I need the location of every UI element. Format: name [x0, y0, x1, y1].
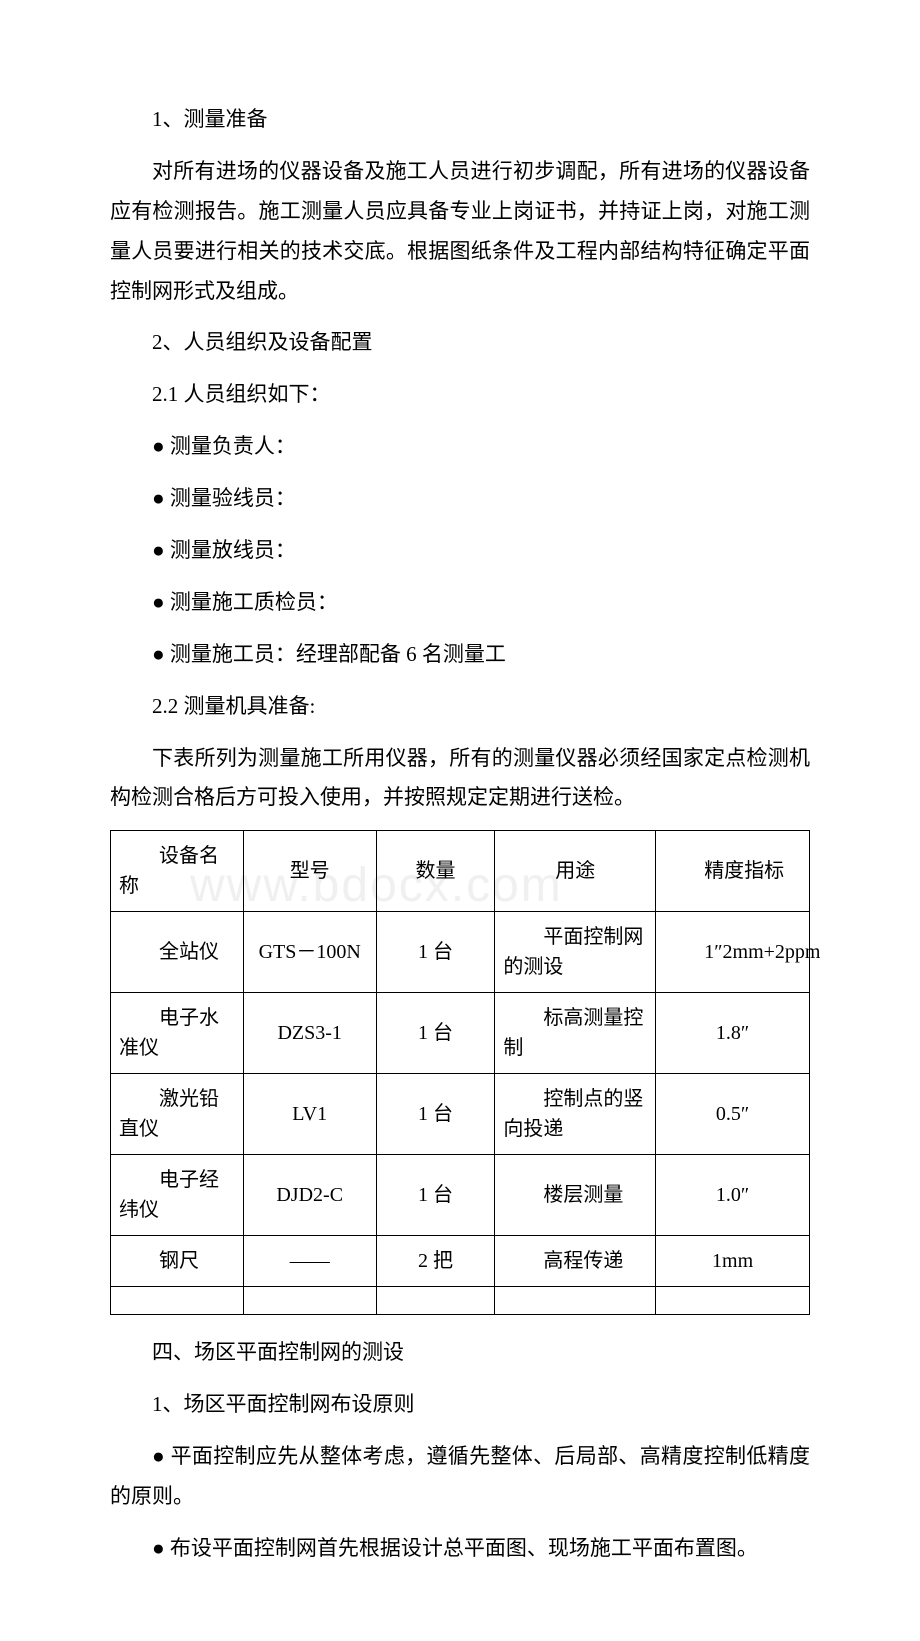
cell-name: 电子水准仪 — [111, 993, 244, 1074]
cell-use: 标高测量控制 — [495, 993, 656, 1074]
paragraph-1: 1、测量准备 — [110, 100, 810, 140]
empty-cell — [111, 1287, 244, 1315]
table-wrapper: www.bdocx.com 设备名称 型号 数量 用途 精度指标 全站仪 GTS… — [110, 830, 810, 1315]
document-page: 1、测量准备 对所有进场的仪器设备及施工人员进行初步调配，所有进场的仪器设备应有… — [110, 100, 810, 1569]
paragraph-10: 2.2 测量机具准备: — [110, 687, 810, 727]
equipment-table: 设备名称 型号 数量 用途 精度指标 全站仪 GTS－100N 1 台 平面控制… — [110, 830, 810, 1315]
paragraph-3: 2、人员组织及设备配置 — [110, 323, 810, 363]
empty-cell — [656, 1287, 810, 1315]
paragraph-4: 2.1 人员组织如下： — [110, 375, 810, 415]
th-model: 型号 — [243, 831, 376, 912]
table-row: 电子水准仪 DZS3-1 1 台 标高测量控制 1.8″ — [111, 993, 810, 1074]
cell-precision: 1mm — [656, 1236, 810, 1287]
table-empty-row — [111, 1287, 810, 1315]
cell-name: 全站仪 — [111, 912, 244, 993]
cell-qty: 1 台 — [376, 1074, 495, 1155]
paragraph-12: 四、场区平面控制网的测设 — [110, 1333, 810, 1373]
cell-name: 激光铅直仪 — [111, 1074, 244, 1155]
th-name: 设备名称 — [111, 831, 244, 912]
paragraph-15: ● 布设平面控制网首先根据设计总平面图、现场施工平面布置图。 — [110, 1529, 810, 1569]
cell-use: 平面控制网的测设 — [495, 912, 656, 993]
cell-precision: 1.8″ — [656, 993, 810, 1074]
cell-precision: 0.5″ — [656, 1074, 810, 1155]
cell-model: DJD2-C — [243, 1155, 376, 1236]
cell-use: 楼层测量 — [495, 1155, 656, 1236]
paragraph-9: ● 测量施工员：经理部配备 6 名测量工 — [110, 635, 810, 675]
table-row: 电子经纬仪 DJD2-C 1 台 楼层测量 1.0″ — [111, 1155, 810, 1236]
cell-name: 电子经纬仪 — [111, 1155, 244, 1236]
cell-qty: 1 台 — [376, 912, 495, 993]
table-row: 激光铅直仪 LV1 1 台 控制点的竖向投递 0.5″ — [111, 1074, 810, 1155]
cell-model: GTS－100N — [243, 912, 376, 993]
th-precision: 精度指标 — [656, 831, 810, 912]
paragraph-6: ● 测量验线员： — [110, 479, 810, 519]
paragraph-2: 对所有进场的仪器设备及施工人员进行初步调配，所有进场的仪器设备应有检测报告。施工… — [110, 152, 810, 312]
th-qty: 数量 — [376, 831, 495, 912]
cell-use: 控制点的竖向投递 — [495, 1074, 656, 1155]
cell-precision: 1″2mm+2ppm — [656, 912, 810, 993]
cell-model: LV1 — [243, 1074, 376, 1155]
paragraph-5: ● 测量负责人： — [110, 427, 810, 467]
table-row: 全站仪 GTS－100N 1 台 平面控制网的测设 1″2mm+2ppm — [111, 912, 810, 993]
cell-model: —— — [243, 1236, 376, 1287]
cell-qty: 2 把 — [376, 1236, 495, 1287]
empty-cell — [243, 1287, 376, 1315]
paragraph-14: ● 平面控制应先从整体考虑，遵循先整体、后局部、高精度控制低精度的原则。 — [110, 1437, 810, 1517]
th-use: 用途 — [495, 831, 656, 912]
cell-name: 钢尺 — [111, 1236, 244, 1287]
paragraph-8: ● 测量施工质检员： — [110, 583, 810, 623]
empty-cell — [495, 1287, 656, 1315]
table-header-row: 设备名称 型号 数量 用途 精度指标 — [111, 831, 810, 912]
paragraph-7: ● 测量放线员： — [110, 531, 810, 571]
cell-qty: 1 台 — [376, 1155, 495, 1236]
cell-qty: 1 台 — [376, 993, 495, 1074]
paragraph-13: 1、场区平面控制网布设原则 — [110, 1385, 810, 1425]
table-row: 钢尺 —— 2 把 高程传递 1mm — [111, 1236, 810, 1287]
empty-cell — [376, 1287, 495, 1315]
cell-model: DZS3-1 — [243, 993, 376, 1074]
cell-precision: 1.0″ — [656, 1155, 810, 1236]
paragraph-11: 下表所列为测量施工所用仪器，所有的测量仪器必须经国家定点检测机构检测合格后方可投… — [110, 739, 810, 819]
cell-use: 高程传递 — [495, 1236, 656, 1287]
